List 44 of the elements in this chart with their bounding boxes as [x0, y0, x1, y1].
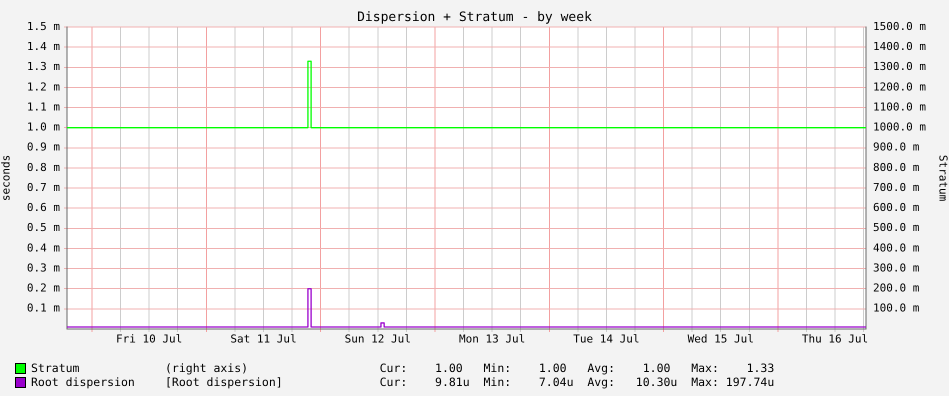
x-tick-label: Wed 15 Jul	[688, 332, 754, 346]
y-tick-label: 0.7 m	[26, 180, 60, 194]
y2-tick-label: 400.0 m	[873, 241, 920, 254]
x-tick-label: Fri 10 Jul	[116, 332, 182, 346]
y2-tick-label: 1500.0 m	[873, 20, 926, 33]
y2-tick-label: 300.0 m	[873, 261, 920, 274]
x-tick-label: Sat 11 Jul	[230, 332, 297, 346]
x-tick-label: Thu 16 Jul	[802, 332, 868, 346]
y-tick-label: 1.2 m	[26, 80, 60, 94]
legend-label: Stratum	[31, 361, 80, 375]
y2-tick-label: 1400.0 m	[873, 40, 926, 53]
y2-tick-label: 1200.0 m	[873, 80, 926, 94]
y-tick-label: 0.6 m	[26, 201, 60, 214]
y-tick-label: 0.9 m	[26, 140, 60, 154]
y2-tick-label: 900.0 m	[873, 140, 920, 154]
chart-title: Dispersion + Stratum - by week	[357, 10, 592, 25]
y-tick-label: 0.1 m	[26, 302, 60, 315]
y2-tick-label: 1300.0 m	[873, 60, 926, 74]
y2-tick-label: 200.0 m	[873, 282, 920, 295]
y2-tick-label: 100.0 m	[873, 302, 920, 315]
text: [Root dispersion] Cur: 9.81u Min: 7.04u Avg: 10.30u Max: 197.74u	[165, 375, 774, 389]
y2-tick-label: 700.0 m	[873, 180, 920, 194]
y-tick-label: 1.0 m	[26, 120, 60, 134]
y-tick-label: 1.5 m	[26, 20, 60, 33]
y2-tick-label: 800.0 m	[873, 160, 920, 174]
y-axis-title: seconds	[0, 154, 12, 202]
y2-tick-label: 600.0 m	[873, 201, 920, 214]
x-tick-label: Sun 12 Jul	[344, 332, 411, 346]
y-tick-label: 0.5 m	[26, 221, 60, 234]
text: (right axis) Cur: 1.00 Min: 1.00 Avg: 1.00 Max: 1.33	[165, 361, 774, 375]
x-tick-label: Mon 13 Jul	[458, 332, 526, 346]
y-tick-label: 1.3 m	[26, 60, 60, 74]
y2-axis-title: Stratum	[936, 154, 949, 202]
y-tick-label: 0.3 m	[26, 261, 60, 274]
legend-label: Root dispersion	[31, 375, 136, 389]
y-tick-label: 0.2 m	[26, 282, 60, 295]
y2-tick-label: 1000.0 m	[873, 120, 926, 134]
y-tick-label: 1.1 m	[26, 100, 60, 114]
y-tick-label: 1.4 m	[26, 40, 60, 53]
y-tick-label: 0.4 m	[26, 241, 60, 254]
y2-tick-label: 500.0 m	[873, 221, 920, 234]
y2-tick-label: 1100.0 m	[873, 100, 926, 114]
x-tick-label: Tue 14 Jul	[573, 332, 640, 346]
y-tick-label: 0.8 m	[26, 160, 60, 174]
